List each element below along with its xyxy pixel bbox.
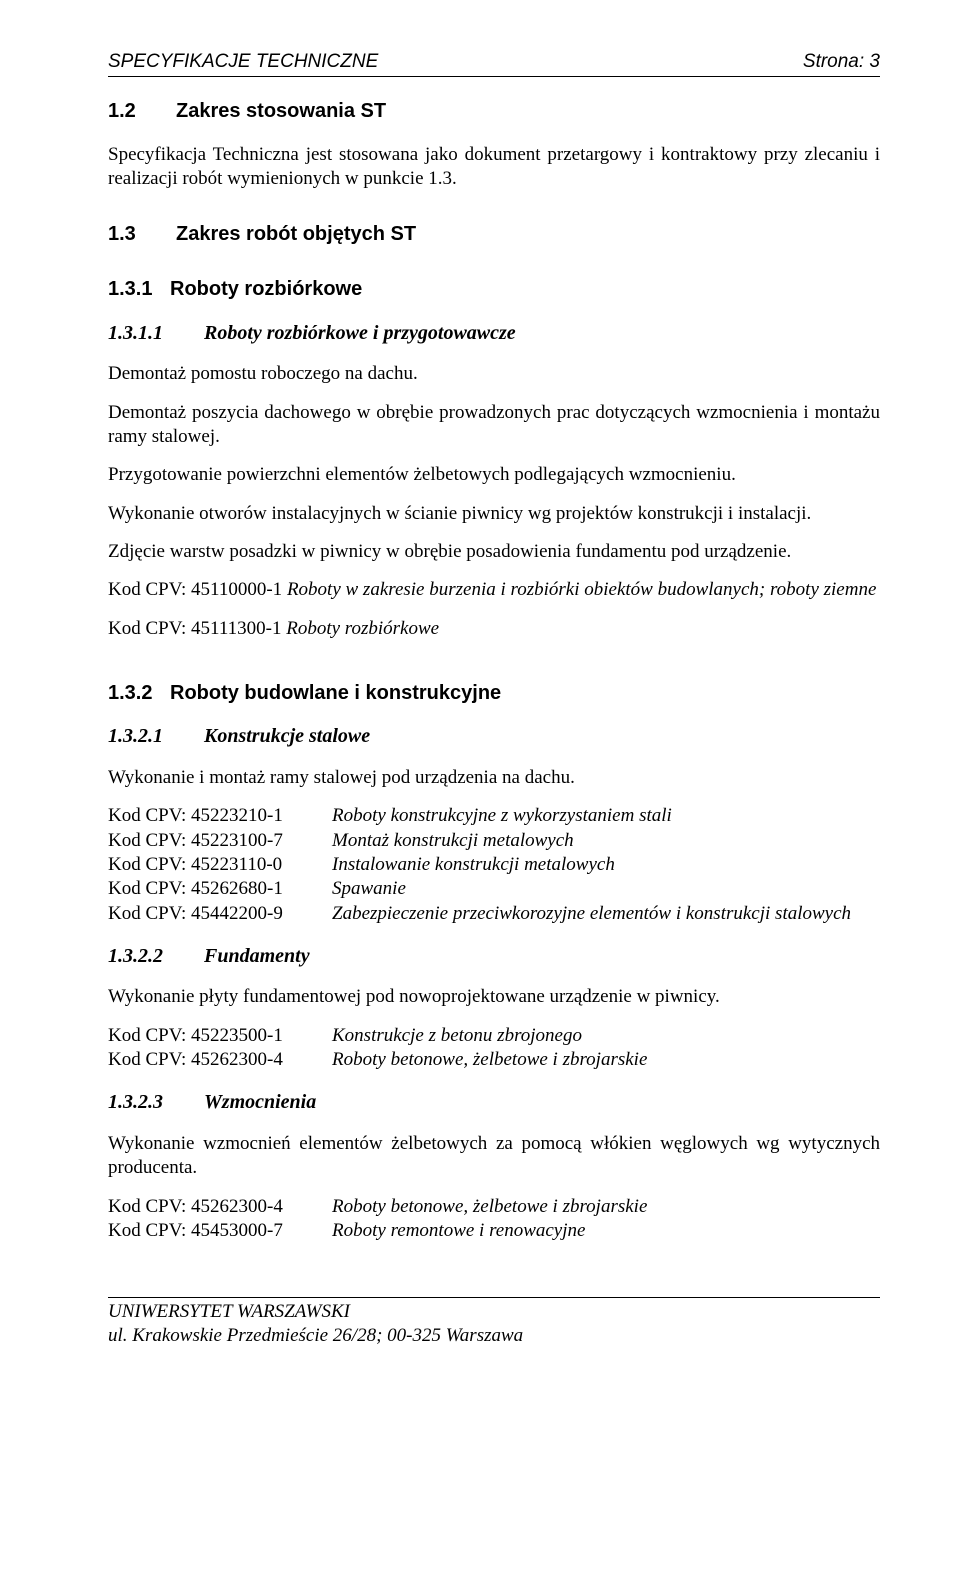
- heading-text: Roboty rozbiórkowe i przygotowawcze: [204, 322, 516, 344]
- cpv-line: Kod CPV: 45110000-1 Roboty w zakresie bu…: [108, 578, 880, 602]
- footer-line-1: UNIWERSYTET WARSZAWSKI: [108, 1297, 880, 1324]
- footer-line-2: ul. Krakowskie Przedmieście 26/28; 00-32…: [108, 1324, 880, 1348]
- heading-1-3-2-3: 1.3.2.3Wzmocnienia: [108, 1090, 880, 1116]
- paragraph: Specyfikacja Techniczna jest stosowana j…: [108, 143, 880, 192]
- heading-text: Zakres stosowania ST: [176, 100, 386, 122]
- cpv-row: Kod CPV: 45223500-1Konstrukcje z betonu …: [108, 1024, 880, 1048]
- cpv-row: Kod CPV: 45453000-7Roboty remontowe i re…: [108, 1219, 880, 1243]
- cpv-code: Kod CPV: 45110000-1: [108, 579, 287, 600]
- heading-text: Roboty rozbiórkowe: [170, 278, 362, 300]
- cpv-desc: Zabezpieczenie przeciwkorozyjne elementó…: [332, 902, 880, 926]
- heading-1-3-1: 1.3.1Roboty rozbiórkowe: [108, 277, 880, 303]
- cpv-desc: Roboty rozbiórkowe: [286, 618, 439, 639]
- heading-num: 1.3.2.2: [108, 944, 204, 970]
- cpv-row: Kod CPV: 45442200-9Zabezpieczenie przeci…: [108, 902, 880, 926]
- cpv-desc: Spawanie: [332, 877, 880, 901]
- cpv-code: Kod CPV: 45111300-1: [108, 618, 286, 639]
- heading-1-3-2: 1.3.2Roboty budowlane i konstrukcyjne: [108, 681, 880, 707]
- cpv-desc: Instalowanie konstrukcji metalowych: [332, 853, 880, 877]
- heading-num: 1.3: [108, 222, 176, 248]
- heading-num: 1.3.1.1: [108, 321, 204, 347]
- cpv-row: Kod CPV: 45223110-0Instalowanie konstruk…: [108, 853, 880, 877]
- paragraph: Przygotowanie powierzchni elementów żelb…: [108, 463, 880, 487]
- cpv-code: Kod CPV: 45223110-0: [108, 853, 332, 877]
- heading-1-2: 1.2Zakres stosowania ST: [108, 99, 880, 125]
- cpv-desc: Roboty remontowe i renowacyjne: [332, 1219, 880, 1243]
- paragraph: Wykonanie płyty fundamentowej pod nowopr…: [108, 985, 880, 1009]
- cpv-list: Kod CPV: 45262300-4Roboty betonowe, żelb…: [108, 1195, 880, 1244]
- heading-num: 1.3.2.1: [108, 724, 204, 750]
- cpv-list: Kod CPV: 45223210-1Roboty konstrukcyjne …: [108, 804, 880, 926]
- header-right: Strona: 3: [803, 50, 880, 74]
- paragraph: Wykonanie otworów instalacyjnych w ścian…: [108, 502, 880, 526]
- heading-num: 1.2: [108, 99, 176, 125]
- cpv-row: Kod CPV: 45223100-7Montaż konstrukcji me…: [108, 829, 880, 853]
- heading-1-3-2-2: 1.3.2.2Fundamenty: [108, 944, 880, 970]
- paragraph: Wykonanie wzmocnień elementów żelbetowyc…: [108, 1132, 880, 1181]
- heading-text: Konstrukcje stalowe: [204, 725, 370, 747]
- cpv-row: Kod CPV: 45223210-1Roboty konstrukcyjne …: [108, 804, 880, 828]
- cpv-code: Kod CPV: 45223210-1: [108, 804, 332, 828]
- header-left: SPECYFIKACJE TECHNICZNE: [108, 50, 378, 74]
- cpv-desc: Konstrukcje z betonu zbrojonego: [332, 1024, 880, 1048]
- cpv-list: Kod CPV: 45223500-1Konstrukcje z betonu …: [108, 1024, 880, 1073]
- cpv-line: Kod CPV: 45111300-1 Roboty rozbiórkowe: [108, 617, 880, 641]
- cpv-code: Kod CPV: 45262300-4: [108, 1048, 332, 1072]
- cpv-desc: Roboty konstrukcyjne z wykorzystaniem st…: [332, 804, 880, 828]
- cpv-row: Kod CPV: 45262300-4Roboty betonowe, żelb…: [108, 1195, 880, 1219]
- cpv-code: Kod CPV: 45453000-7: [108, 1219, 332, 1243]
- cpv-desc: Montaż konstrukcji metalowych: [332, 829, 880, 853]
- heading-num: 1.3.2.3: [108, 1090, 204, 1116]
- cpv-desc: Roboty betonowe, żelbetowe i zbrojarskie: [332, 1195, 880, 1219]
- paragraph: Wykonanie i montaż ramy stalowej pod urz…: [108, 766, 880, 790]
- cpv-code: Kod CPV: 45442200-9: [108, 902, 332, 926]
- heading-1-3: 1.3Zakres robót objętych ST: [108, 222, 880, 248]
- paragraph: Demontaż poszycia dachowego w obrębie pr…: [108, 401, 880, 450]
- page-header: SPECYFIKACJE TECHNICZNE Strona: 3: [108, 50, 880, 74]
- heading-text: Fundamenty: [204, 945, 310, 967]
- cpv-code: Kod CPV: 45262680-1: [108, 877, 332, 901]
- page-footer: UNIWERSYTET WARSZAWSKI ul. Krakowskie Pr…: [108, 1297, 880, 1348]
- heading-text: Wzmocnienia: [204, 1091, 316, 1113]
- heading-1-3-2-1: 1.3.2.1Konstrukcje stalowe: [108, 724, 880, 750]
- cpv-row: Kod CPV: 45262680-1Spawanie: [108, 877, 880, 901]
- cpv-code: Kod CPV: 45223100-7: [108, 829, 332, 853]
- heading-1-3-1-1: 1.3.1.1Roboty rozbiórkowe i przygotowawc…: [108, 321, 880, 347]
- heading-num: 1.3.2: [108, 681, 170, 707]
- cpv-desc: Roboty w zakresie burzenia i rozbiórki o…: [287, 579, 876, 600]
- cpv-row: Kod CPV: 45262300-4Roboty betonowe, żelb…: [108, 1048, 880, 1072]
- cpv-desc: Roboty betonowe, żelbetowe i zbrojarskie: [332, 1048, 880, 1072]
- paragraph: Zdjęcie warstw posadzki w piwnicy w obrę…: [108, 540, 880, 564]
- cpv-code: Kod CPV: 45223500-1: [108, 1024, 332, 1048]
- paragraph: Demontaż pomostu roboczego na dachu.: [108, 362, 880, 386]
- heading-num: 1.3.1: [108, 277, 170, 303]
- heading-text: Roboty budowlane i konstrukcyjne: [170, 682, 501, 704]
- heading-text: Zakres robót objętych ST: [176, 223, 416, 245]
- header-rule: [108, 76, 880, 77]
- cpv-code: Kod CPV: 45262300-4: [108, 1195, 332, 1219]
